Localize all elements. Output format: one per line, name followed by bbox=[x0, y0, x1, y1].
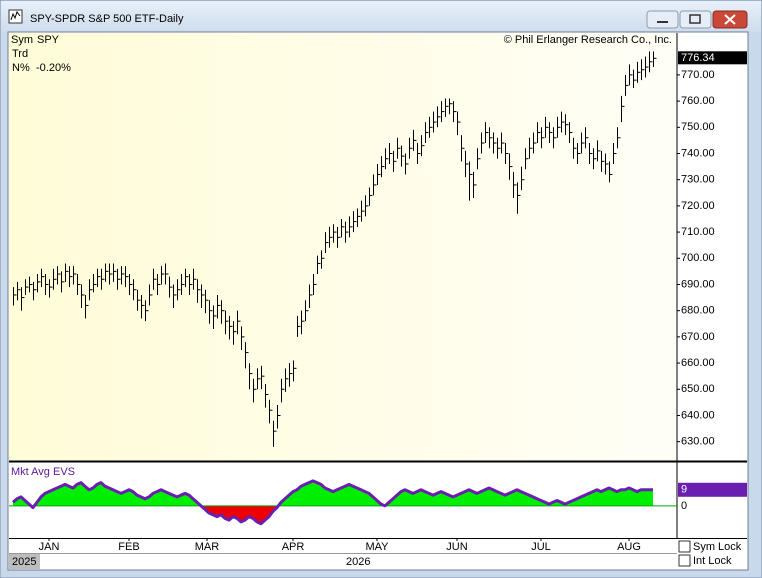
minimize-button[interactable] bbox=[646, 10, 679, 29]
year-box bbox=[9, 554, 40, 569]
maximize-button[interactable] bbox=[679, 10, 712, 29]
x-tick-label: JUN bbox=[446, 541, 467, 553]
indicator-area-positive bbox=[13, 480, 653, 506]
trd-label: Trd bbox=[12, 48, 28, 60]
x-tick-label: APR bbox=[282, 541, 305, 553]
y-tick-label: 680.00 bbox=[681, 305, 715, 317]
indicator-area-negative bbox=[31, 505, 279, 524]
indicator-tick-label: 0 bbox=[681, 500, 687, 512]
sym-lock-label: Sym Lock bbox=[693, 541, 742, 553]
price-panel bbox=[9, 33, 677, 460]
y-tick-label: 760.00 bbox=[681, 95, 715, 107]
int-lock-label: Int Lock bbox=[693, 555, 732, 567]
title-bar bbox=[1, 1, 761, 32]
copyright: © Phil Erlanger Research Co., Inc. bbox=[504, 34, 672, 46]
y-tick-label: 630.00 bbox=[681, 436, 715, 448]
y-tick-label: 710.00 bbox=[681, 226, 715, 238]
x-tick-label: JAN bbox=[39, 541, 60, 553]
indicator-last-box bbox=[678, 482, 747, 497]
indicator-title: Mkt Avg EVS bbox=[11, 466, 75, 478]
year-label: 2025 bbox=[12, 556, 36, 568]
y-tick-label: 700.00 bbox=[681, 252, 715, 264]
y-tick-label: 640.00 bbox=[681, 409, 715, 421]
x-tick-label: AUG bbox=[617, 541, 641, 553]
y-tick-label: 770.00 bbox=[681, 69, 715, 81]
indicator-line bbox=[12, 479, 653, 526]
n-value: -0.20% bbox=[36, 62, 71, 74]
y-tick-label: 740.00 bbox=[681, 147, 715, 159]
y-tick-label: 650.00 bbox=[681, 383, 715, 395]
sym-label: Sym bbox=[11, 34, 33, 46]
int-lock-checkbox[interactable] bbox=[678, 554, 691, 567]
y-tick-label: 750.00 bbox=[681, 121, 715, 133]
last-price-box bbox=[678, 51, 747, 65]
y-tick-label: 660.00 bbox=[681, 357, 715, 369]
x-tick-label: MAY bbox=[365, 541, 389, 553]
maximize-glyph bbox=[689, 14, 701, 24]
n-label: N% bbox=[12, 62, 30, 74]
window-title: SPY-SPDR S&P 500 ETF-Daily bbox=[30, 13, 184, 25]
x-tick-label: MAR bbox=[195, 541, 220, 553]
y-tick-label: 690.00 bbox=[681, 278, 715, 290]
sym-value: SPY bbox=[37, 34, 60, 46]
x-tick-label: FEB bbox=[118, 541, 139, 553]
indicator-last-label: 9 bbox=[681, 484, 687, 496]
year-label: 2026 bbox=[346, 556, 370, 568]
x-tick-label: JUL bbox=[531, 541, 551, 553]
last-price-label: 776.34 bbox=[681, 52, 715, 64]
y-tick-label: 730.00 bbox=[681, 174, 715, 186]
sym-lock-checkbox[interactable] bbox=[678, 540, 691, 553]
close-glyph bbox=[724, 14, 736, 25]
y-tick-label: 670.00 bbox=[681, 331, 715, 343]
y-tick-label: 720.00 bbox=[681, 200, 715, 212]
app-icon-glyph bbox=[10, 10, 21, 21]
